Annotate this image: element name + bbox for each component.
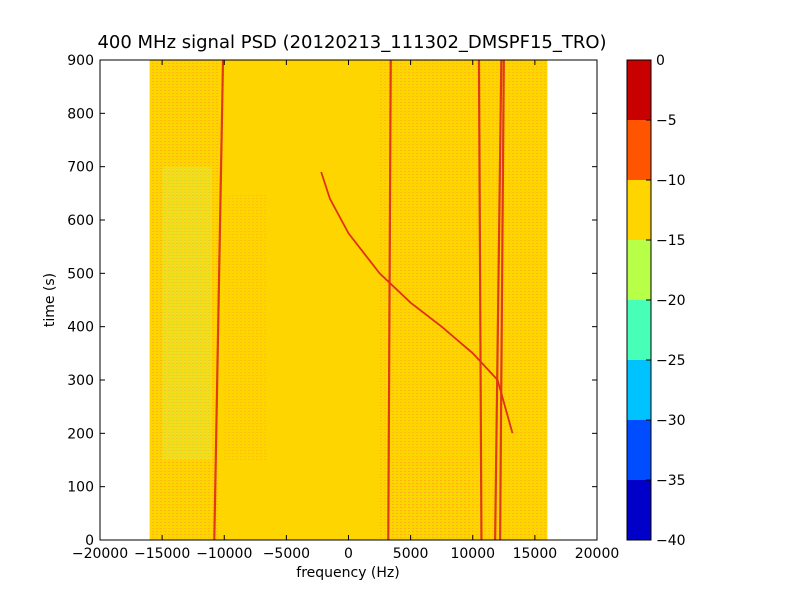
x-tick-label: 10000: [450, 546, 495, 562]
colorbar-segment: [627, 60, 651, 120]
heatmap-noise-band-bottom: [391, 460, 473, 540]
colorbar-segment: [627, 180, 651, 240]
y-tick-label: 700: [67, 160, 94, 176]
colorbar-tick-label: 0: [656, 53, 665, 69]
y-tick-label: 500: [67, 266, 94, 282]
heatmap-noise-band-mid: [224, 193, 268, 461]
colorbar-tick-label: −35: [656, 473, 686, 489]
psd-vertical-line: [213, 59, 225, 541]
colorbar-segment: [627, 360, 651, 420]
y-tick-label: 400: [67, 320, 94, 336]
chart-title: 400 MHz signal PSD (20120213_111302_DMSP…: [97, 32, 606, 53]
colorbar-tick-label: −10: [656, 173, 686, 189]
y-tick-label: 0: [85, 533, 94, 549]
colorbar-tick-label: −15: [656, 233, 686, 249]
psd-vertical-line: [477, 59, 483, 541]
y-tick-label: 200: [67, 426, 94, 442]
colorbar-segment: [627, 120, 651, 180]
psd-vertical-line: [498, 59, 505, 541]
y-tick-label: 100: [67, 480, 94, 496]
colorbar-segment: [627, 240, 651, 300]
colorbar-tick-label: −25: [656, 353, 686, 369]
x-tick-label: −15000: [134, 546, 190, 562]
psd-vertical-line: [387, 59, 392, 541]
y-tick-label: 800: [67, 106, 94, 122]
colorbar-segment: [627, 480, 651, 540]
doppler-curve: [320, 171, 514, 434]
colorbar-tick-label: −20: [656, 293, 686, 309]
psd-vertical-line: [494, 59, 503, 541]
x-axis-label: frequency (Hz): [296, 565, 399, 581]
heatmap-noise-band-green: [162, 166, 212, 460]
colorbar-tick-label: −5: [656, 113, 677, 129]
y-axis-label: time (s): [42, 273, 58, 327]
colorbar-tick-label: −40: [656, 533, 686, 549]
x-axis-ticks: −20000 −15000 −10000 −5000 0 5000 10000 15000 20…: [72, 60, 619, 562]
x-tick-label: 20000: [575, 546, 620, 562]
colorbar-tick-label: −30: [656, 413, 686, 429]
x-tick-label: 0: [344, 546, 353, 562]
y-axis-ticks: 0 100 200 300 400 500 600 700 800 900: [67, 53, 597, 549]
colorbar-segment: [627, 420, 651, 480]
x-tick-label: 15000: [513, 546, 558, 562]
x-tick-label: 5000: [393, 546, 429, 562]
y-tick-label: 900: [67, 53, 94, 69]
x-tick-label: −10000: [196, 546, 252, 562]
plot-area: −20000 −15000 −10000 −5000 0 5000 10000 15000 20…: [67, 53, 619, 562]
x-tick-label: −5000: [263, 546, 310, 562]
heatmap-layer: [149, 59, 548, 541]
colorbar-segment: [627, 300, 651, 360]
y-tick-label: 600: [67, 213, 94, 229]
y-tick-label: 300: [67, 373, 94, 389]
x-tick-label: −20000: [72, 546, 128, 562]
colorbar: 0 −5 −10 −15 −20 −25 −30 −35 −40: [626, 53, 686, 549]
